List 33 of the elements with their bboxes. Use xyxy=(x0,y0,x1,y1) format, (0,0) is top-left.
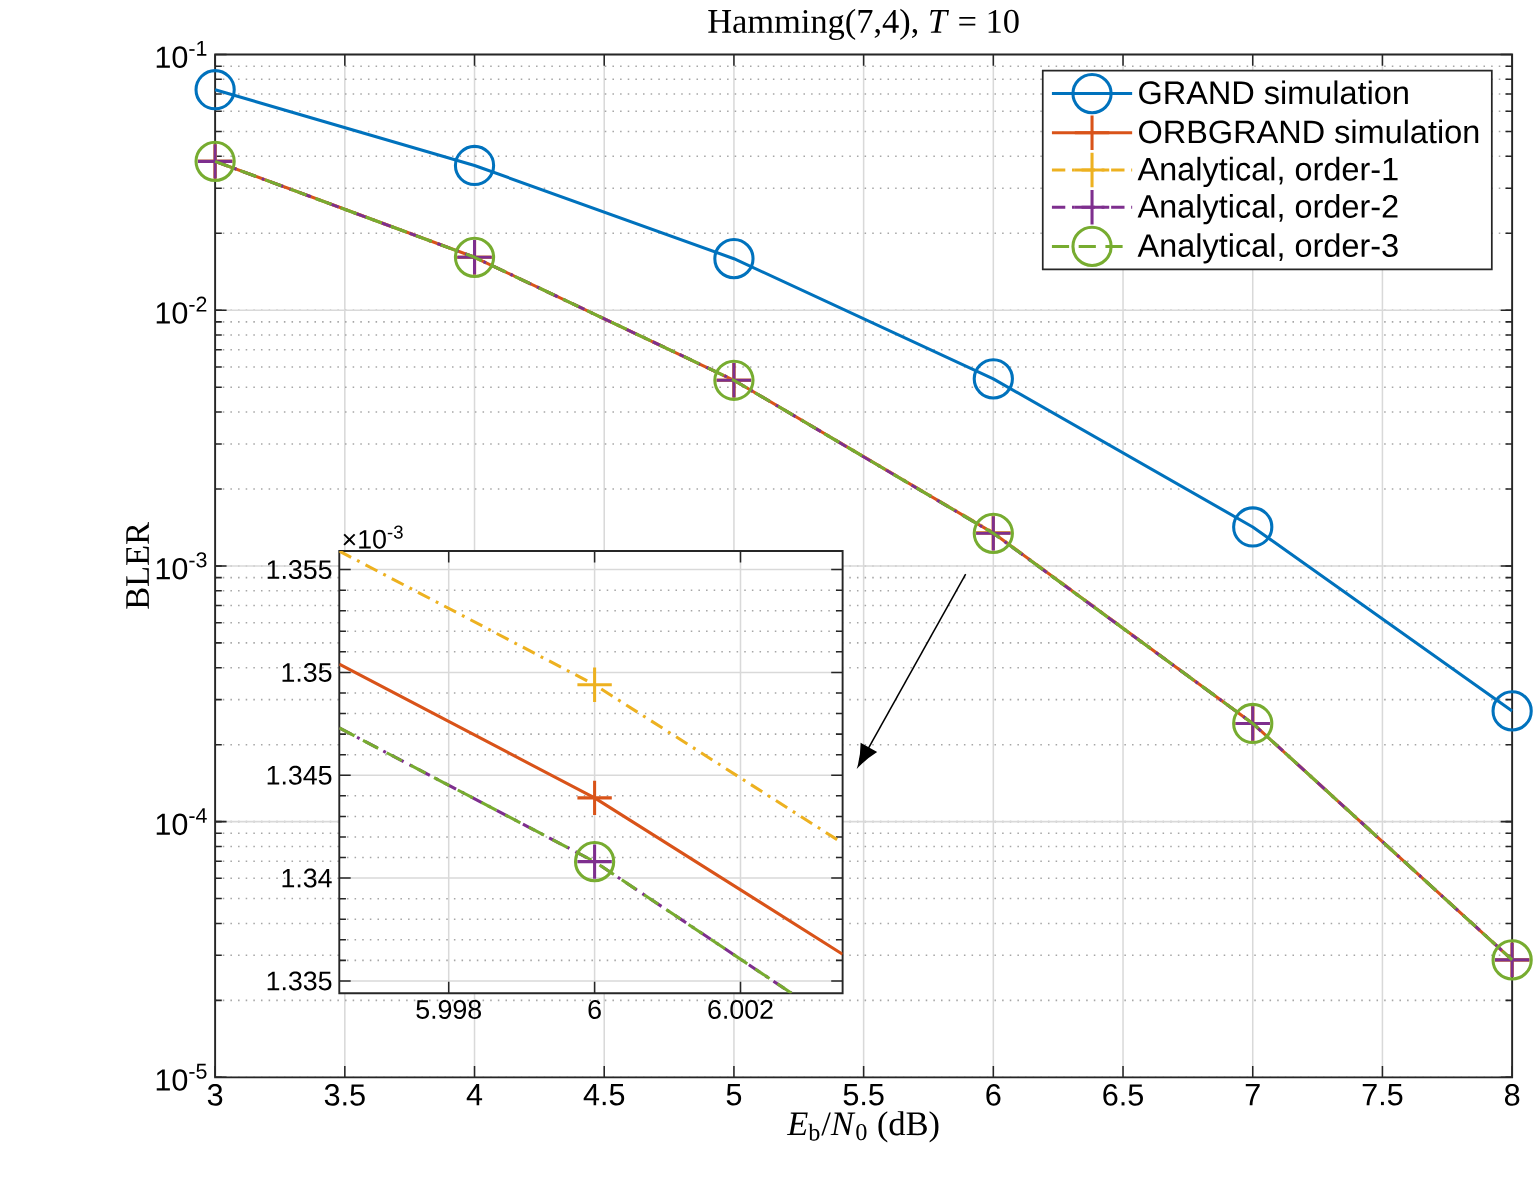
y-tick-label: 1.35 xyxy=(282,663,332,683)
legend-label: Analytical, order-3 xyxy=(1137,233,1398,264)
y-tick-label: 1.355 xyxy=(267,560,332,580)
legend-label: ORBGRAND simulation xyxy=(1139,119,1479,144)
x-tick-label: 5.5 xyxy=(843,1084,884,1106)
x-tick-label: 7.5 xyxy=(1362,1084,1403,1106)
x-tick-label: 3 xyxy=(207,1084,223,1106)
x-tick-label: 5.998 xyxy=(416,1000,482,1020)
y-tick-label: 1.345 xyxy=(267,765,332,785)
y-tick-label: 10$^{-1}$ xyxy=(156,41,207,69)
y-tick-label: 10$^{-3}$ xyxy=(156,552,207,580)
x-tick-label: 5 xyxy=(726,1084,742,1106)
x-tick-label: 8 xyxy=(1504,1084,1520,1106)
x-tick-label: 4.5 xyxy=(583,1084,625,1106)
y-tick-label: 1.34 xyxy=(282,868,332,888)
x-tick-label: 6 xyxy=(986,1084,1001,1106)
y-tick-label: 10$^{-2}$ xyxy=(156,296,207,324)
annotation: ×10$^{-3}$ xyxy=(343,525,403,549)
legend-label: Analytical, order-1 xyxy=(1137,156,1398,188)
legend-label: GRAND simulation xyxy=(1139,80,1408,105)
legend-label: Analytical, order-2 xyxy=(1137,194,1398,225)
x-tick-label: 6.5 xyxy=(1103,1084,1143,1106)
chart-title: Hamming(7,4), T = 10 xyxy=(708,8,1019,41)
y-axis-title: BLER xyxy=(126,522,149,609)
x-tick-label: 6 xyxy=(588,1000,601,1020)
y-tick-label: 1.335 xyxy=(267,971,332,991)
x-tick-label: 6.002 xyxy=(708,1000,773,1020)
x-tick-label: 3.5 xyxy=(324,1084,365,1106)
x-axis-title: E$_{b}$/N$_{0}$ (dB) xyxy=(786,1111,939,1143)
y-tick-label: 10$^{-4}$ xyxy=(156,808,207,836)
y-tick-label: 10$^{-5}$ xyxy=(156,1063,207,1091)
x-tick-label: 7 xyxy=(1245,1084,1260,1106)
x-tick-label: 4 xyxy=(466,1084,483,1106)
